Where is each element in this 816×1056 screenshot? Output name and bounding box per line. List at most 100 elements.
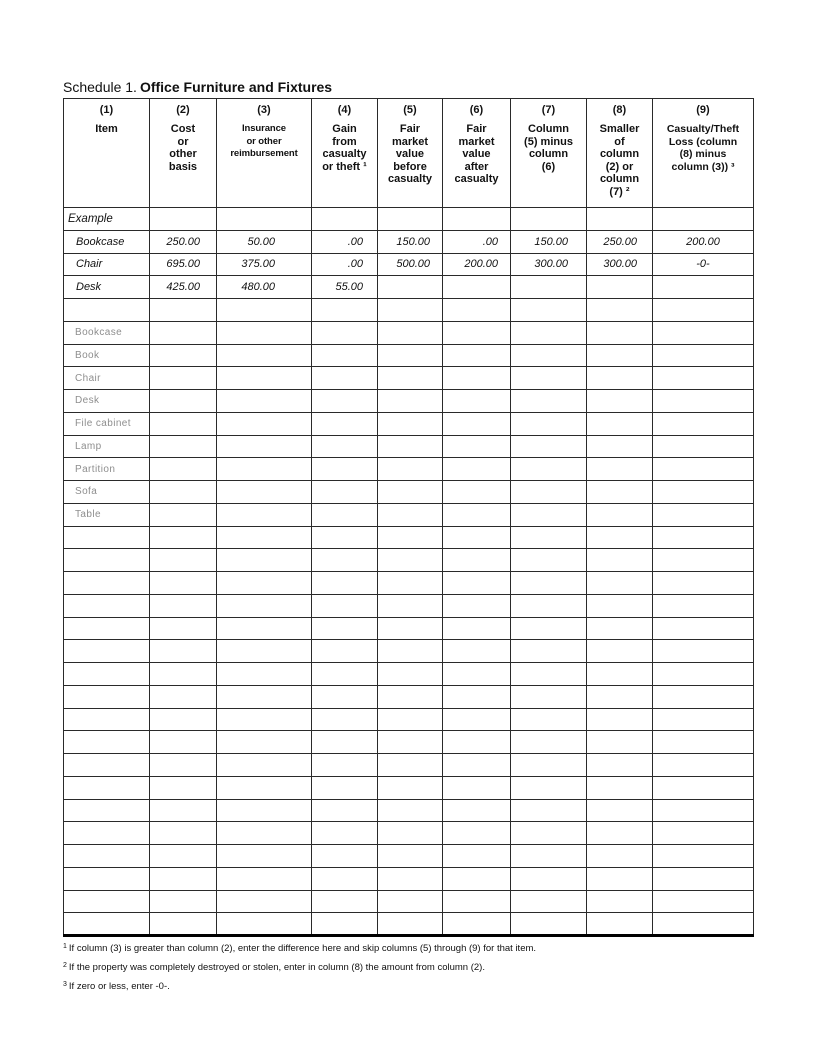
blank-cell [377,775,443,800]
blank-cell [442,639,511,663]
column-number: (9) [696,104,710,116]
column-header-5: (5) Fair market value before casualty [377,98,443,208]
footnote-2-text: If the property was completely destroyed… [68,962,485,973]
blank-cell [510,275,587,299]
blank-cell [311,730,378,754]
blank-cell [586,616,653,641]
blank-cell [377,457,443,481]
column-header-8: (8) Smaller of column (2) or column (7) ² [586,98,653,208]
blank-cell [442,525,511,550]
blank-cell [377,343,443,368]
item-row: Book [63,343,754,368]
blank-cell [149,684,217,709]
blank-row [63,775,754,800]
item-cell: Table [63,502,150,527]
blank-cell [442,798,511,823]
blank-cell [377,753,443,777]
blank-cell [652,389,754,413]
blank-cell [311,457,378,481]
blank-cell [586,593,653,618]
blank-item-cell [63,889,150,914]
blank-cell [311,616,378,641]
blank-cell [377,821,443,845]
blank-cell [586,912,653,936]
blank-cell [377,730,443,754]
blank-cell [216,571,312,595]
blank-cell [377,662,443,686]
value-cell: 300.00 [586,252,653,277]
blank-cell [510,480,587,504]
blank-item-cell [63,798,150,823]
blank-cell [510,912,587,936]
blank-cell [377,707,443,732]
blank-cell [652,684,754,709]
blank-cell [510,207,587,231]
blank-cell [311,753,378,777]
item-cell: Book [63,343,150,368]
blank-item-cell [63,571,150,595]
blank-cell [377,548,443,572]
blank-cell [510,571,587,595]
blank-cell [652,753,754,777]
blank-cell [652,298,754,322]
value-cell: .00 [311,229,378,254]
blank-cell [377,480,443,504]
blank-cell [149,434,217,459]
value-cell: 695.00 [149,252,217,277]
item-cell: Bookcase [63,320,150,345]
blank-cell [586,889,653,914]
column-header-7: (7) Column (5) minus column (6) [510,98,587,208]
blank-cell [311,889,378,914]
blank-cell [652,548,754,572]
blank-cell [377,298,443,322]
blank-cell [377,571,443,595]
blank-cell [586,320,653,345]
blank-cell [216,389,312,413]
blank-cell [216,889,312,914]
item-row: Lamp [63,434,754,459]
blank-cell [149,707,217,732]
blank-cell [442,502,511,527]
blank-row [63,684,754,709]
blank-cell [442,207,511,231]
blank-cell [216,525,312,550]
item-cell: Bookcase [63,229,150,254]
blank-cell [216,548,312,572]
item-row: Bookcase [63,320,754,345]
blank-cell [149,389,217,413]
blank-cell [442,730,511,754]
column-label: Casualty/Theft Loss (column (8) minus co… [666,123,740,173]
item-cell: File cabinet [63,411,150,436]
item-cell: Lamp [63,434,150,459]
blank-item-cell [63,730,150,754]
footnote-3-marker: 3 [63,981,67,988]
blank-cell [311,775,378,800]
blank-cell [510,684,587,709]
blank-cell [311,912,378,936]
blank-cell [586,275,653,299]
blank-cell [216,343,312,368]
blank-cell [510,844,587,868]
blank-cell [442,753,511,777]
blank-cell [311,684,378,709]
blank-cell [510,662,587,686]
blank-cell [311,207,378,231]
blank-cell [510,866,587,891]
footnote-1-marker: 1 [63,943,67,950]
blank-cell [216,798,312,823]
blank-cell [216,775,312,800]
example-row: Bookcase 250.00 50.00.00 150.00.00 150.00 250… [63,229,754,254]
blank-cell [510,389,587,413]
value-cell: 150.00 [510,229,587,254]
blank-cell [442,457,511,481]
blank-cell [311,707,378,732]
blank-cell [377,684,443,709]
blank-cell [586,866,653,891]
blank-cell [442,320,511,345]
blank-cell [311,502,378,527]
blank-cell [216,707,312,732]
example-row: Chair 695.00 375.00.00 500.00 200.00 300.00 30… [63,252,754,277]
blank-cell [216,912,312,936]
blank-cell [442,593,511,618]
blank-cell [311,389,378,413]
